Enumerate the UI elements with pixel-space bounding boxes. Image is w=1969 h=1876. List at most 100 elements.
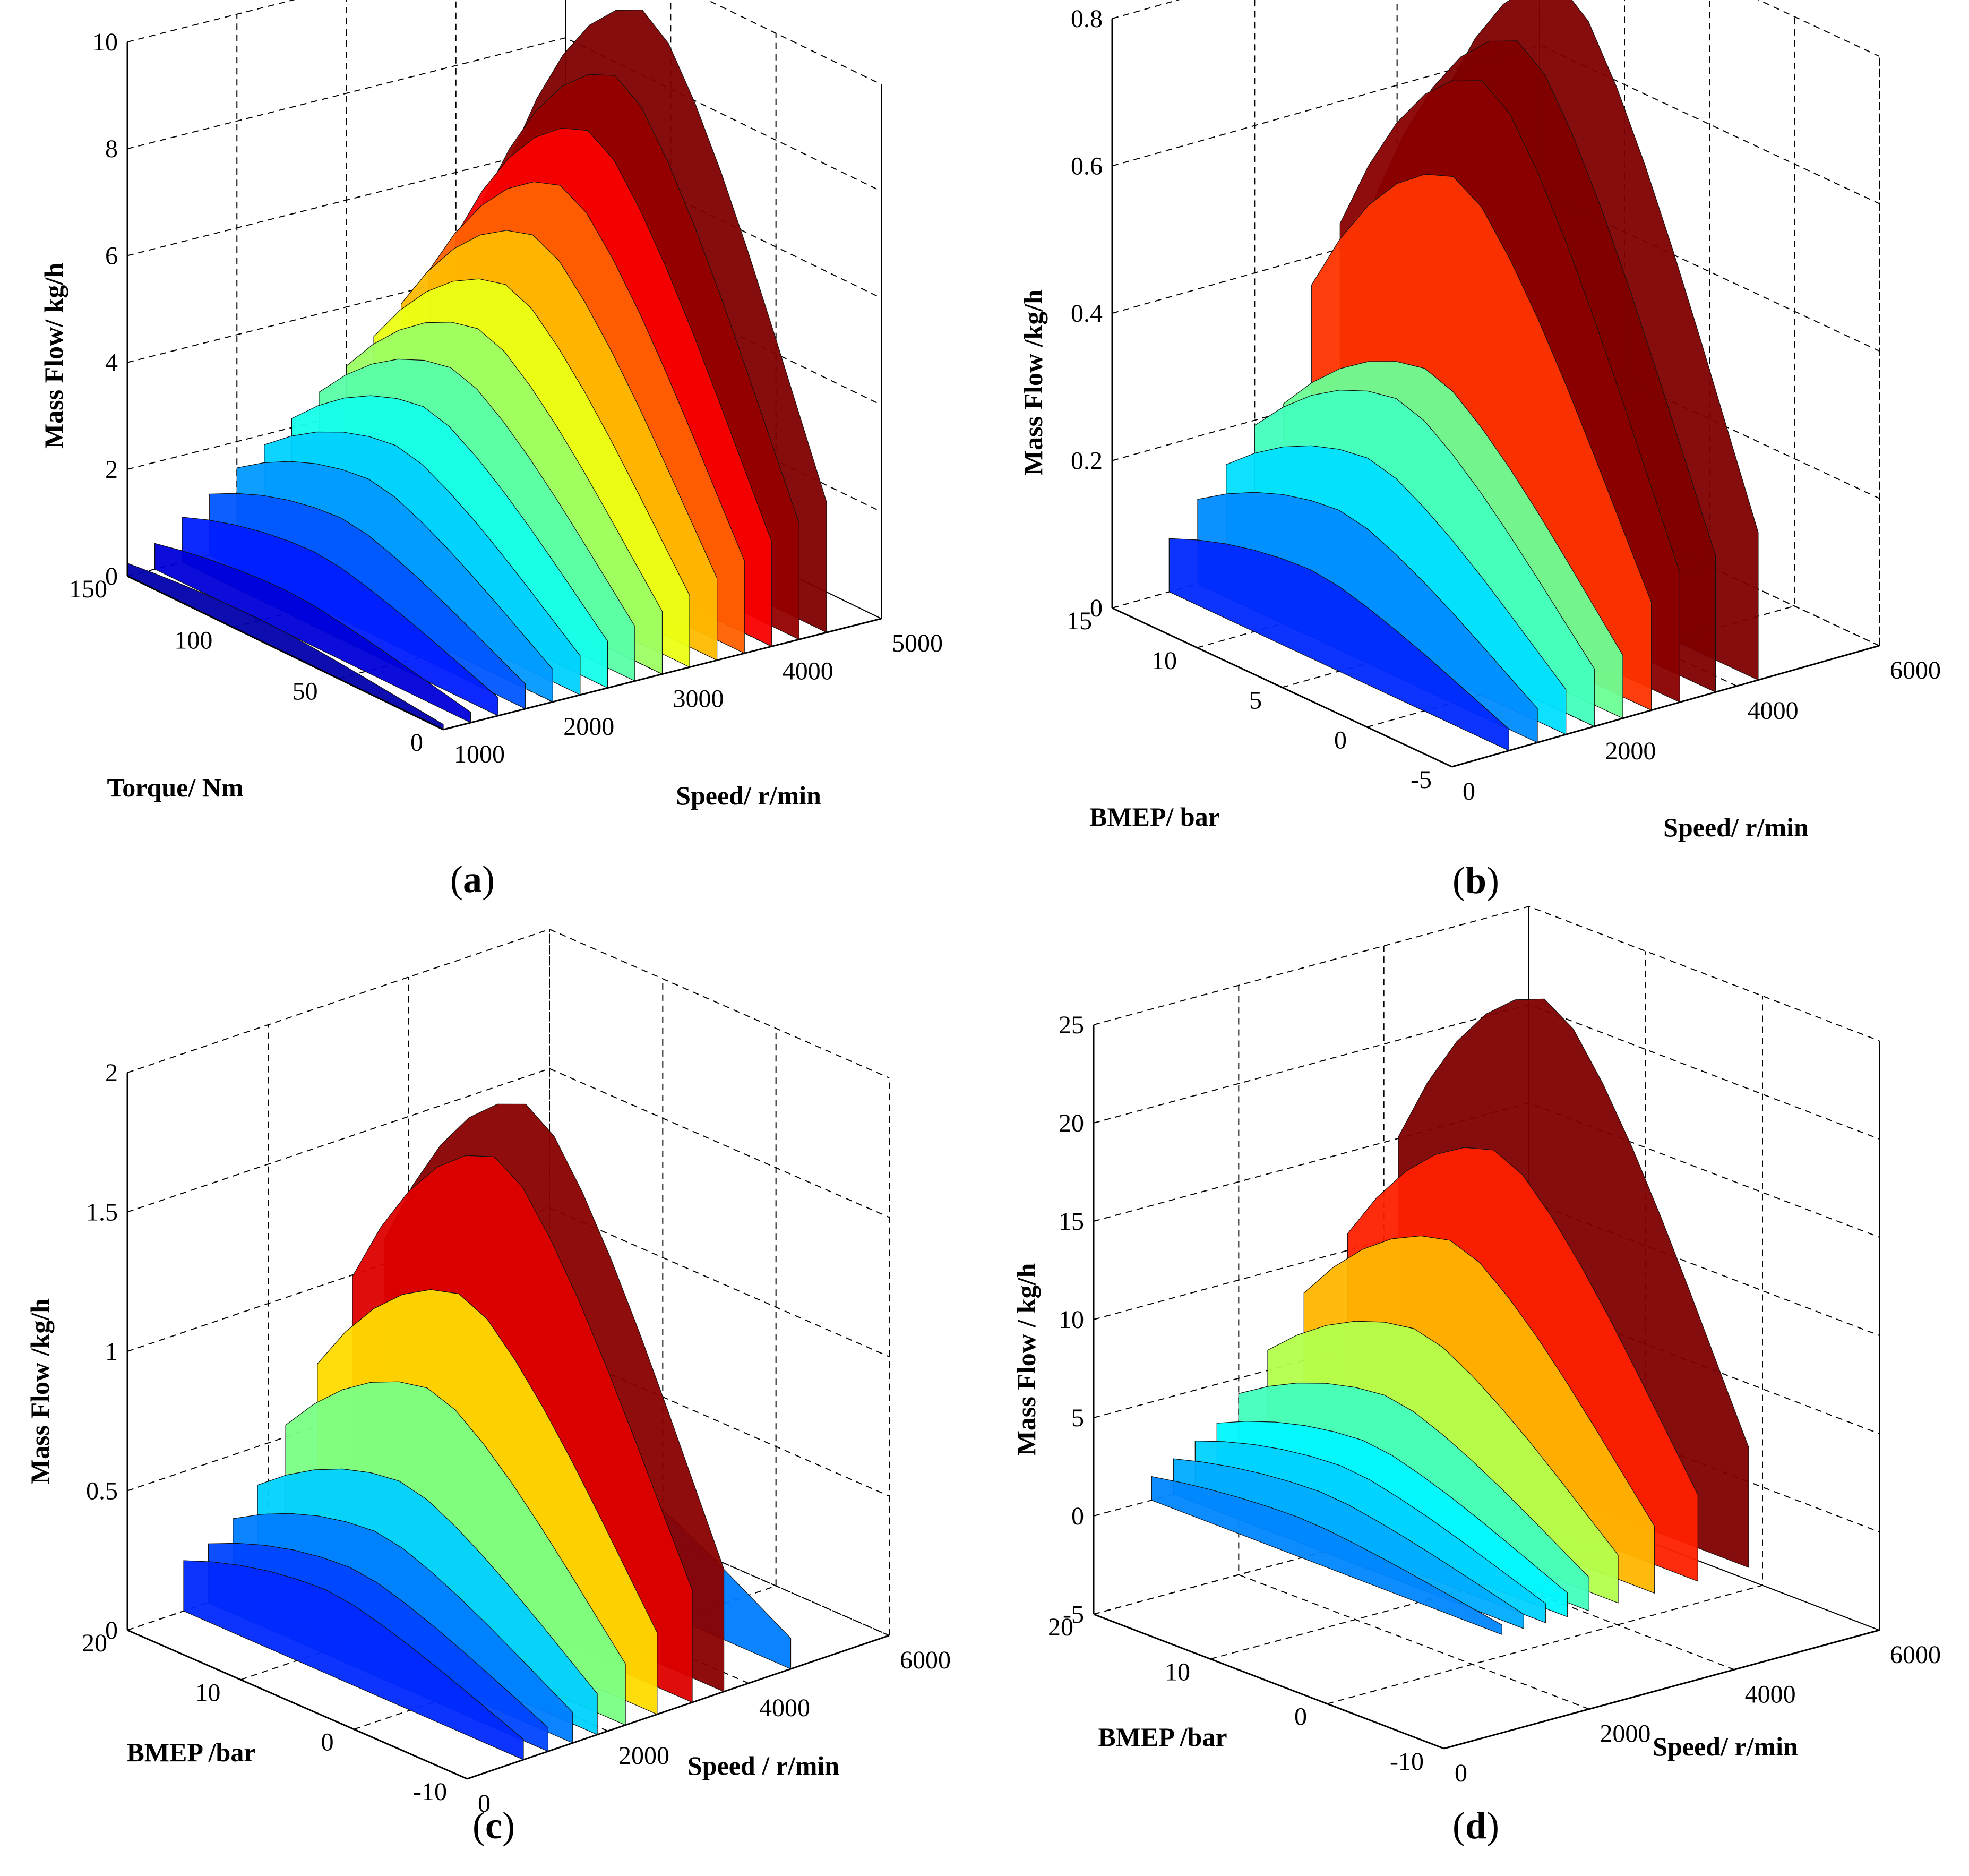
z-tick-label: 0 — [105, 562, 118, 590]
z-axis-label: Mass Flow/ kg/h — [39, 263, 68, 449]
x-axis-line — [1443, 1629, 1880, 1750]
panel-caption: (d) — [1452, 1804, 1499, 1847]
x-tick-label: 6000 — [1890, 656, 1941, 684]
y-tick-label: 50 — [293, 678, 318, 706]
y-axis-line — [127, 575, 444, 731]
y-tick-label: 20 — [1048, 1613, 1073, 1641]
z-tick-label: 0.5 — [86, 1477, 118, 1505]
x-axis-line — [467, 1634, 890, 1780]
z-axis-label: Mass Flow / kg/h — [1011, 1263, 1041, 1456]
z-tick-label: 0.2 — [1071, 447, 1103, 475]
x-tick-label: 4000 — [759, 1694, 810, 1722]
panel-caption: (b) — [1452, 859, 1499, 902]
z-tick-label: 5 — [1071, 1404, 1084, 1432]
x-grid-line — [1539, 0, 1880, 646]
y-tick-label: 0 — [1294, 1703, 1307, 1731]
z-grid-line — [127, 0, 882, 85]
y-tick-label: 10 — [1165, 1658, 1190, 1686]
y-tick-label: 0 — [410, 729, 423, 757]
surface-ridge — [154, 543, 471, 723]
x-tick-label: 3000 — [673, 685, 724, 713]
y-axis-label: BMEP /bar — [1098, 1722, 1227, 1752]
z-tick-label: 6 — [105, 242, 118, 270]
x-tick-label: 2000 — [563, 713, 614, 741]
z-tick-label: 15 — [1059, 1207, 1084, 1236]
z-tick-label: 8 — [105, 135, 118, 163]
z-tick-label: 1 — [105, 1338, 118, 1366]
chart-panel-a: 024681005010015010002000300040005000Mass… — [39, 0, 943, 901]
y-tick-label: 150 — [69, 575, 107, 603]
x-tick-label: 2000 — [1600, 1720, 1650, 1748]
z-tick-label: -5 — [1063, 1600, 1084, 1629]
surface-ridge — [1151, 1476, 1502, 1635]
z-tick-label: 0 — [1090, 594, 1103, 622]
y-axis-label: BMEP /bar — [126, 1737, 255, 1767]
z-axis-label: Mass Flow /kg/h — [25, 1298, 55, 1484]
y-tick-label: -10 — [413, 1778, 447, 1806]
panel-caption: (a) — [450, 858, 495, 901]
x-tick-label: 5000 — [892, 629, 943, 657]
z-tick-label: 4 — [105, 349, 118, 377]
z-grid-line — [127, 928, 890, 1078]
z-tick-label: 0 — [105, 1616, 118, 1644]
z-grid-line — [1112, 0, 1880, 57]
z-axis-label: Mass Flow /kg/h — [1018, 289, 1048, 475]
surface-ridge — [183, 1560, 524, 1760]
y-tick-label: 10 — [195, 1678, 220, 1707]
x-tick-label: 4000 — [1745, 1680, 1796, 1708]
y-tick-label: 100 — [174, 626, 212, 654]
x-axis-line — [1451, 645, 1880, 768]
z-tick-label: 20 — [1059, 1109, 1084, 1137]
y-tick-label: -5 — [1411, 766, 1432, 794]
y-tick-label: 0 — [1334, 726, 1347, 754]
x-axis-line — [443, 618, 882, 731]
x-tick-label: 4000 — [783, 657, 833, 685]
y-tick-label: 5 — [1249, 687, 1262, 715]
surface-a — [127, 10, 827, 730]
z-tick-label: 10 — [1059, 1306, 1084, 1334]
y-tick-label: 15 — [1067, 607, 1092, 635]
x-tick-label: 6000 — [900, 1646, 951, 1674]
panel-caption: (c) — [472, 1804, 515, 1847]
surface-ridge — [1168, 538, 1509, 751]
y-tick-label: 10 — [1151, 647, 1177, 675]
y-grid-line — [1327, 996, 1763, 1704]
surface-d — [1151, 998, 1749, 1635]
x-tick-label: 4000 — [1748, 697, 1799, 725]
x-axis-label: Speed/ r/min — [676, 781, 821, 810]
z-tick-label: 0.4 — [1071, 299, 1103, 328]
y-axis-line — [1112, 607, 1452, 768]
x-grid-line — [1383, 946, 1735, 1671]
surface-b — [1168, 0, 1759, 751]
y-tick-label: 20 — [82, 1629, 107, 1657]
x-tick-label: 0 — [1455, 1759, 1467, 1787]
x-tick-label: 2000 — [1605, 737, 1656, 765]
z-tick-label: 10 — [92, 28, 118, 56]
y-axis-label: BMEP/ bar — [1089, 802, 1220, 832]
surface-ridge — [182, 517, 498, 716]
z-tick-label: 1.5 — [86, 1198, 118, 1227]
z-tick-label: 0.8 — [1071, 5, 1103, 33]
y-axis-label: Torque/ Nm — [107, 773, 243, 802]
z-grid-line — [1112, 339, 1880, 499]
x-axis-label: Speed/ r/min — [1653, 1732, 1798, 1761]
surface-c — [183, 1103, 792, 1760]
y-tick-label: -10 — [1390, 1747, 1424, 1776]
z-tick-label: 0 — [1071, 1502, 1084, 1530]
z-tick-label: 0.6 — [1071, 152, 1103, 181]
y-tick-label: 0 — [321, 1728, 334, 1757]
x-tick-label: 2000 — [618, 1742, 669, 1770]
x-tick-label: 6000 — [1890, 1641, 1941, 1669]
z-tick-label: 2 — [105, 1059, 118, 1087]
x-axis-label: Speed / r/min — [687, 1751, 839, 1780]
y-axis-line — [1093, 1613, 1444, 1750]
x-axis-label: Speed/ r/min — [1663, 812, 1809, 842]
x-tick-label: 0 — [1463, 777, 1475, 806]
chart-panel-d: -5 0 5 10 15 20 25 -10 0 10 20 0 2000 4000 6000 Mass Fl… — [1011, 905, 1941, 1847]
z-tick-label: 2 — [105, 456, 118, 484]
z-tick-label: 25 — [1059, 1011, 1084, 1039]
